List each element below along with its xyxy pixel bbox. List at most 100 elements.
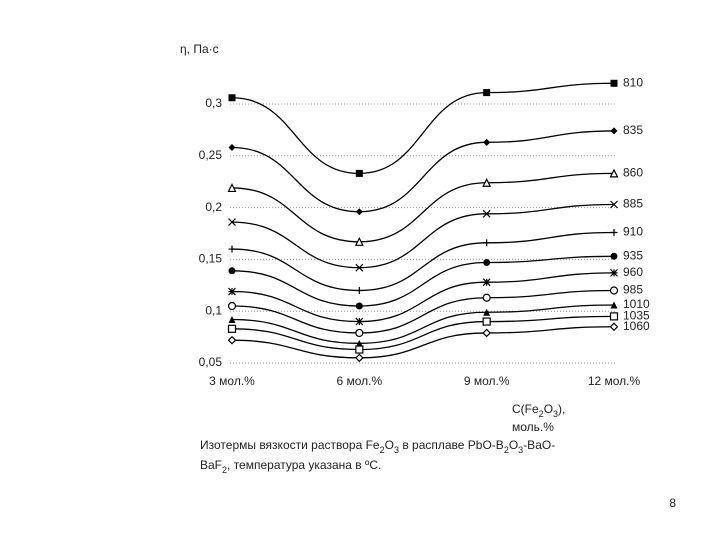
page-number: 8 <box>669 496 676 510</box>
marker <box>482 293 491 302</box>
caption: Изотермы вязкости раствора Fe2O3 в распл… <box>200 438 555 455</box>
marker <box>227 335 237 345</box>
marker <box>483 89 491 97</box>
series-label: 1035 <box>623 309 650 323</box>
series-line <box>231 272 615 323</box>
marker <box>355 339 363 347</box>
caption-part: 2 <box>380 445 385 455</box>
x-tick-label: 9 мол.% <box>464 374 510 388</box>
series-line <box>231 231 615 292</box>
series-label: 935 <box>623 248 643 262</box>
x-axis-label-part: O <box>544 402 553 416</box>
series-line <box>231 326 615 359</box>
series-label: 860 <box>623 166 643 180</box>
marker <box>610 268 618 277</box>
marker <box>354 353 364 363</box>
series-line <box>231 315 615 351</box>
caption-part: O <box>509 438 518 452</box>
marker <box>483 239 491 247</box>
x-axis-label-part: C(Fe <box>512 402 539 416</box>
series-label: 960 <box>623 265 643 279</box>
marker <box>228 94 236 102</box>
x-axis-label-part: ), <box>558 402 565 416</box>
marker <box>610 79 618 87</box>
marker <box>482 328 492 338</box>
marker <box>355 302 363 310</box>
marker <box>483 259 491 267</box>
series-label: 1060 <box>623 319 650 333</box>
x-axis-label-part: 3 <box>553 409 558 419</box>
caption-part: -BaO- <box>523 438 555 452</box>
series-line <box>231 289 615 334</box>
marker <box>227 301 237 311</box>
y-tick-label: 0,1 <box>205 303 222 317</box>
caption-part: Изотермы вязкости раствора Fe <box>200 438 380 452</box>
marker <box>610 301 618 309</box>
series-line <box>231 130 615 213</box>
marker <box>609 312 619 321</box>
marker <box>355 345 364 354</box>
caption-part: 3 <box>518 445 523 455</box>
caption-part: 2 <box>222 465 227 475</box>
series-label: 835 <box>623 123 643 137</box>
x-axis-label: моль.% <box>512 420 554 434</box>
caption-part: BaF <box>200 458 222 472</box>
marker <box>228 144 236 152</box>
marker <box>482 209 491 218</box>
marker <box>228 315 236 323</box>
marker <box>228 267 236 275</box>
x-tick-label: 12 мол.% <box>588 374 641 388</box>
x-axis-label-part: 2 <box>539 409 544 419</box>
marker <box>355 286 363 294</box>
caption-part: в расплаве PbO-B <box>399 438 504 452</box>
marker <box>610 127 618 135</box>
marker <box>610 228 618 236</box>
marker <box>483 308 491 316</box>
x-tick-label: 3 мол.% <box>209 374 255 388</box>
caption: BaF2, температура указана в ºC. <box>200 458 381 475</box>
x-axis-label: C(Fe2O3), <box>512 402 565 419</box>
marker <box>482 317 491 326</box>
x-tick-label: 6 мол.% <box>336 374 382 388</box>
marker <box>354 236 364 246</box>
marker <box>610 200 618 209</box>
series-line <box>231 172 615 243</box>
caption-part: , температура указана в ºC. <box>227 458 381 472</box>
series-label: 885 <box>623 197 643 211</box>
y-axis-label: η, Па·с <box>180 42 219 56</box>
marker <box>355 317 364 326</box>
marker <box>227 324 237 333</box>
marker <box>355 208 363 216</box>
series-line <box>231 82 615 175</box>
marker <box>355 328 364 338</box>
marker <box>228 245 236 253</box>
series-line <box>231 255 615 307</box>
series-label: 910 <box>623 225 643 239</box>
marker <box>227 183 237 193</box>
marker <box>483 138 491 146</box>
y-tick-label: 0,2 <box>205 200 222 214</box>
caption-part: O <box>385 438 394 452</box>
marker <box>609 286 619 295</box>
series-label: 1010 <box>623 297 650 311</box>
y-tick-label: 0,3 <box>205 96 222 110</box>
marker <box>482 177 492 187</box>
caption-part: 2 <box>504 445 509 455</box>
series-line <box>231 304 615 344</box>
marker <box>355 263 364 272</box>
series-label: 810 <box>623 75 643 89</box>
marker <box>609 168 619 178</box>
marker <box>228 218 236 227</box>
caption-part: 3 <box>394 445 399 455</box>
series-line <box>231 203 615 269</box>
marker <box>610 252 618 260</box>
y-tick-label: 0,25 <box>199 148 223 162</box>
marker <box>482 278 491 287</box>
y-tick-label: 0,15 <box>199 252 223 266</box>
series-label: 985 <box>623 283 643 297</box>
marker <box>609 322 619 332</box>
marker <box>355 169 363 177</box>
marker <box>228 287 236 296</box>
y-tick-label: 0,05 <box>199 355 223 369</box>
